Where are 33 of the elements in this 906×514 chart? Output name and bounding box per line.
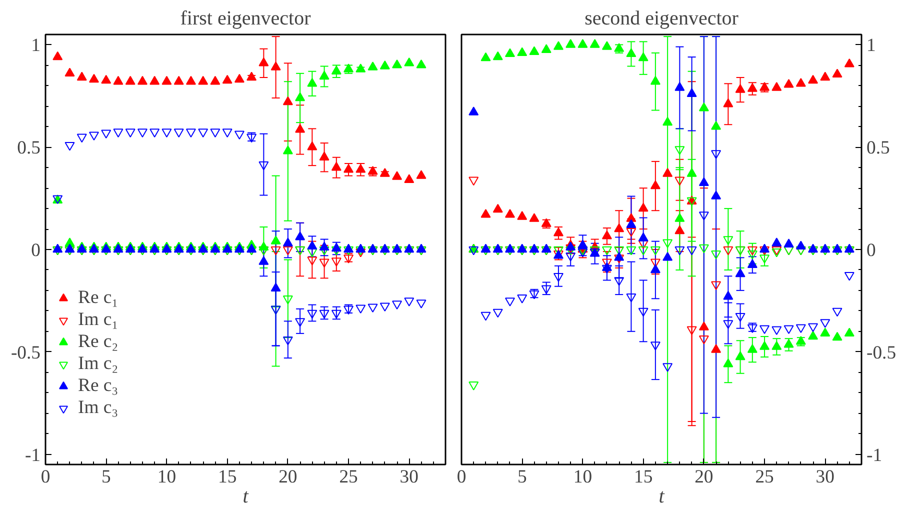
y-tick-label: -0.5 [866, 342, 896, 364]
legend-label: Im c₁ [78, 309, 118, 331]
x-tick-label: 10 [157, 466, 176, 488]
x-tick-label: 25 [339, 466, 358, 488]
chart-title: first eigenvector [180, 8, 312, 30]
x-tick-label: 15 [634, 466, 653, 488]
y-tick-label: 0.5 [17, 138, 41, 159]
legend-label: Im c₂ [78, 353, 118, 375]
y-tick-label: -1 [24, 444, 41, 466]
legend-label: Re c₁ [78, 287, 118, 309]
x-tick-label: 20 [694, 466, 714, 488]
legend-label: Re c₂ [78, 331, 118, 353]
y-tick-label: 0 [866, 240, 876, 261]
x-axis-title: t [242, 486, 249, 508]
legend-label: Re c₃ [78, 375, 118, 397]
y-tick-label: 0 [31, 240, 40, 261]
chart-title: second eigenvector [584, 8, 739, 30]
x-tick-label: 5 [517, 466, 527, 488]
x-tick-label: 20 [278, 466, 298, 488]
legend-label: Im c₃ [78, 397, 118, 419]
x-tick-label: 30 [400, 466, 418, 488]
y-tick-label: 1 [31, 35, 40, 56]
x-tick-label: 30 [816, 466, 834, 488]
y-tick-label: 0.5 [866, 138, 890, 159]
y-tick-label: -0.5 [10, 342, 41, 364]
x-tick-label: 25 [755, 466, 774, 488]
x-tick-label: 0 [456, 466, 466, 488]
x-tick-label: 15 [218, 466, 237, 488]
x-tick-label: 5 [101, 466, 111, 488]
x-tick-label: 10 [573, 466, 592, 488]
y-tick-label: 1 [866, 35, 876, 56]
x-axis-title: t [658, 486, 665, 508]
y-tick-label: -1 [866, 444, 882, 466]
